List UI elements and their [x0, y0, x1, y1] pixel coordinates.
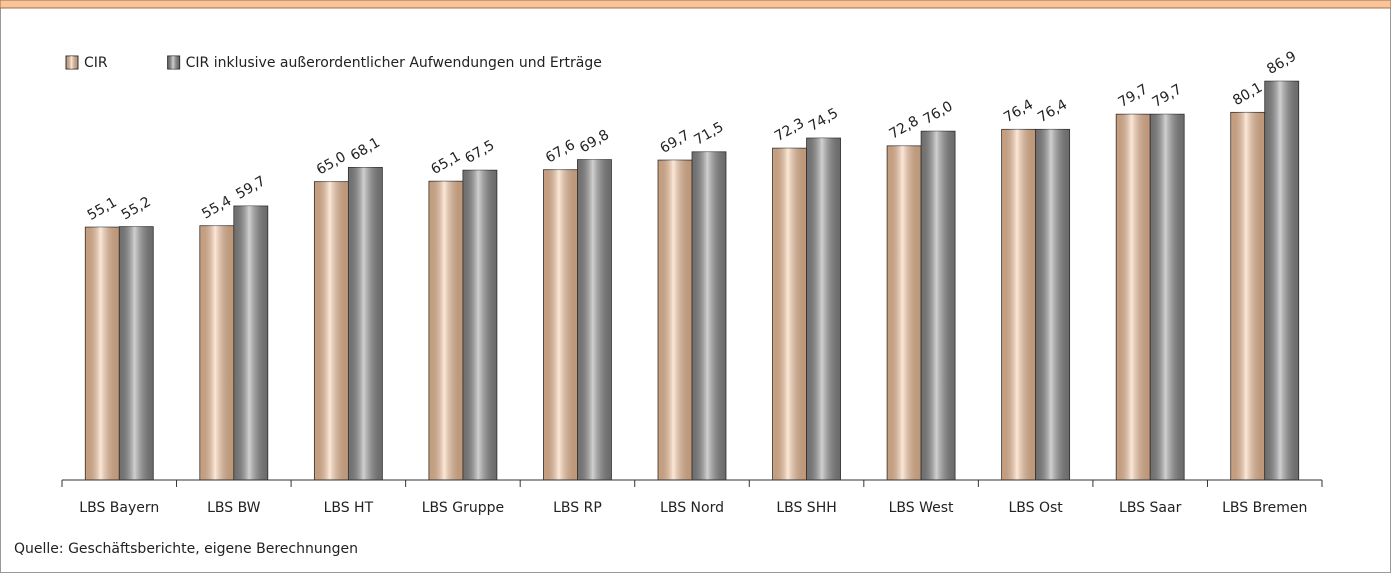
x-tick-label: LBS Bremen: [1222, 500, 1307, 516]
bar-shine: [85, 227, 120, 480]
bar-shine: [772, 148, 807, 480]
bar-shine: [1035, 129, 1070, 480]
x-tick-label: LBS Bayern: [79, 500, 159, 516]
bar-shine: [543, 169, 578, 480]
bar-shine: [233, 205, 268, 481]
x-tick-label: LBS HT: [324, 500, 374, 516]
legend-label: CIR: [84, 55, 108, 71]
bar-shine: [658, 160, 692, 480]
x-tick-label: LBS West: [889, 500, 954, 516]
x-tick-label: LBS SHH: [776, 500, 836, 516]
bar-shine: [1001, 129, 1036, 480]
legend-swatch-shine: [66, 56, 78, 69]
x-tick-label: LBS Nord: [660, 500, 724, 516]
legend-swatch-shine: [167, 56, 180, 69]
bar-shine: [462, 170, 497, 481]
bar-shine: [314, 181, 349, 480]
x-tick-label: LBS BW: [207, 500, 261, 516]
bar-shine: [1116, 114, 1151, 480]
x-tick-label: LBS Ost: [1008, 500, 1063, 516]
source-note: Quelle: Geschäftsberichte, eigene Berech…: [14, 541, 358, 557]
x-tick-label: LBS RP: [553, 500, 602, 516]
legend-label: CIR inklusive außerordentlicher Aufwendu…: [186, 55, 602, 71]
bar-shine: [1264, 81, 1299, 480]
x-tick-label: LBS Saar: [1119, 500, 1182, 516]
bar-shine: [199, 225, 234, 480]
x-tick-label: LBS Gruppe: [422, 500, 504, 516]
bar-shine: [348, 167, 383, 480]
bar-shine: [119, 226, 154, 480]
bar-shine: [887, 145, 922, 480]
bar-shine: [577, 159, 612, 481]
bar-shine: [806, 138, 841, 481]
bar-shine: [1150, 114, 1185, 480]
bar-shine: [428, 181, 463, 481]
bar-shine: [692, 151, 726, 480]
header-bar: [0, 0, 1391, 9]
bar-shine: [921, 131, 956, 480]
bar-shine: [1230, 112, 1265, 480]
